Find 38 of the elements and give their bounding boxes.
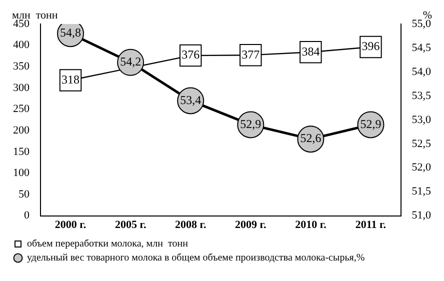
y-tick-label: 400	[13, 39, 30, 52]
x-tick-label: 2011 г.	[355, 219, 386, 232]
x-tick-label: 2000 г.	[54, 219, 86, 232]
data-label: 396	[362, 39, 380, 54]
x-tick-label: 2005 г.	[114, 219, 146, 232]
y-tick-label: 300	[13, 82, 30, 94]
y2-tick-label: 54,5	[412, 42, 432, 54]
x-tick-label: 2009 г.	[235, 219, 267, 232]
data-label: 54,8	[60, 26, 82, 40]
data-label: 384	[302, 44, 320, 58]
y-tick-label: 200	[13, 124, 30, 136]
y2-tick-label: 54,0	[412, 66, 432, 78]
x-tick-label: 2010 г.	[295, 219, 327, 232]
y2-tick-label: 52,0	[412, 162, 432, 174]
y-tick-label: 250	[13, 103, 30, 116]
data-label: 54,2	[120, 54, 142, 69]
data-label: 377	[242, 47, 260, 62]
y-tick-label: 50	[18, 188, 30, 200]
data-label: 53,4	[180, 92, 202, 107]
y2-tick-label: 52,5	[412, 138, 432, 150]
data-label: 318	[62, 72, 80, 86]
legend-label: объем переработки молока, млн тонн	[27, 238, 189, 250]
y-tick-label: 100	[13, 167, 30, 180]
y-tick-label: 350	[13, 60, 30, 73]
y2-tick-label: 55,0	[412, 18, 432, 30]
y-tick-label: 0	[24, 210, 30, 222]
data-label: 52,6	[300, 131, 322, 146]
data-label: 52,9	[360, 116, 382, 131]
x-tick-label: 2008 г.	[174, 219, 206, 232]
y2-tick-label: 51,5	[412, 186, 432, 198]
y-tick-label: 450	[13, 18, 30, 30]
y2-tick-label: 53,5	[412, 90, 432, 102]
legend-label: удельный вес товарного молока в общем объеме производства молока-сырья,%	[27, 252, 365, 264]
data-label: 52,9	[240, 116, 262, 131]
y2-tick-label: 53,0	[412, 114, 432, 126]
data-label: 376	[182, 48, 200, 62]
y-tick-label: 150	[13, 146, 30, 158]
y2-tick-label: 51,0	[412, 210, 432, 222]
